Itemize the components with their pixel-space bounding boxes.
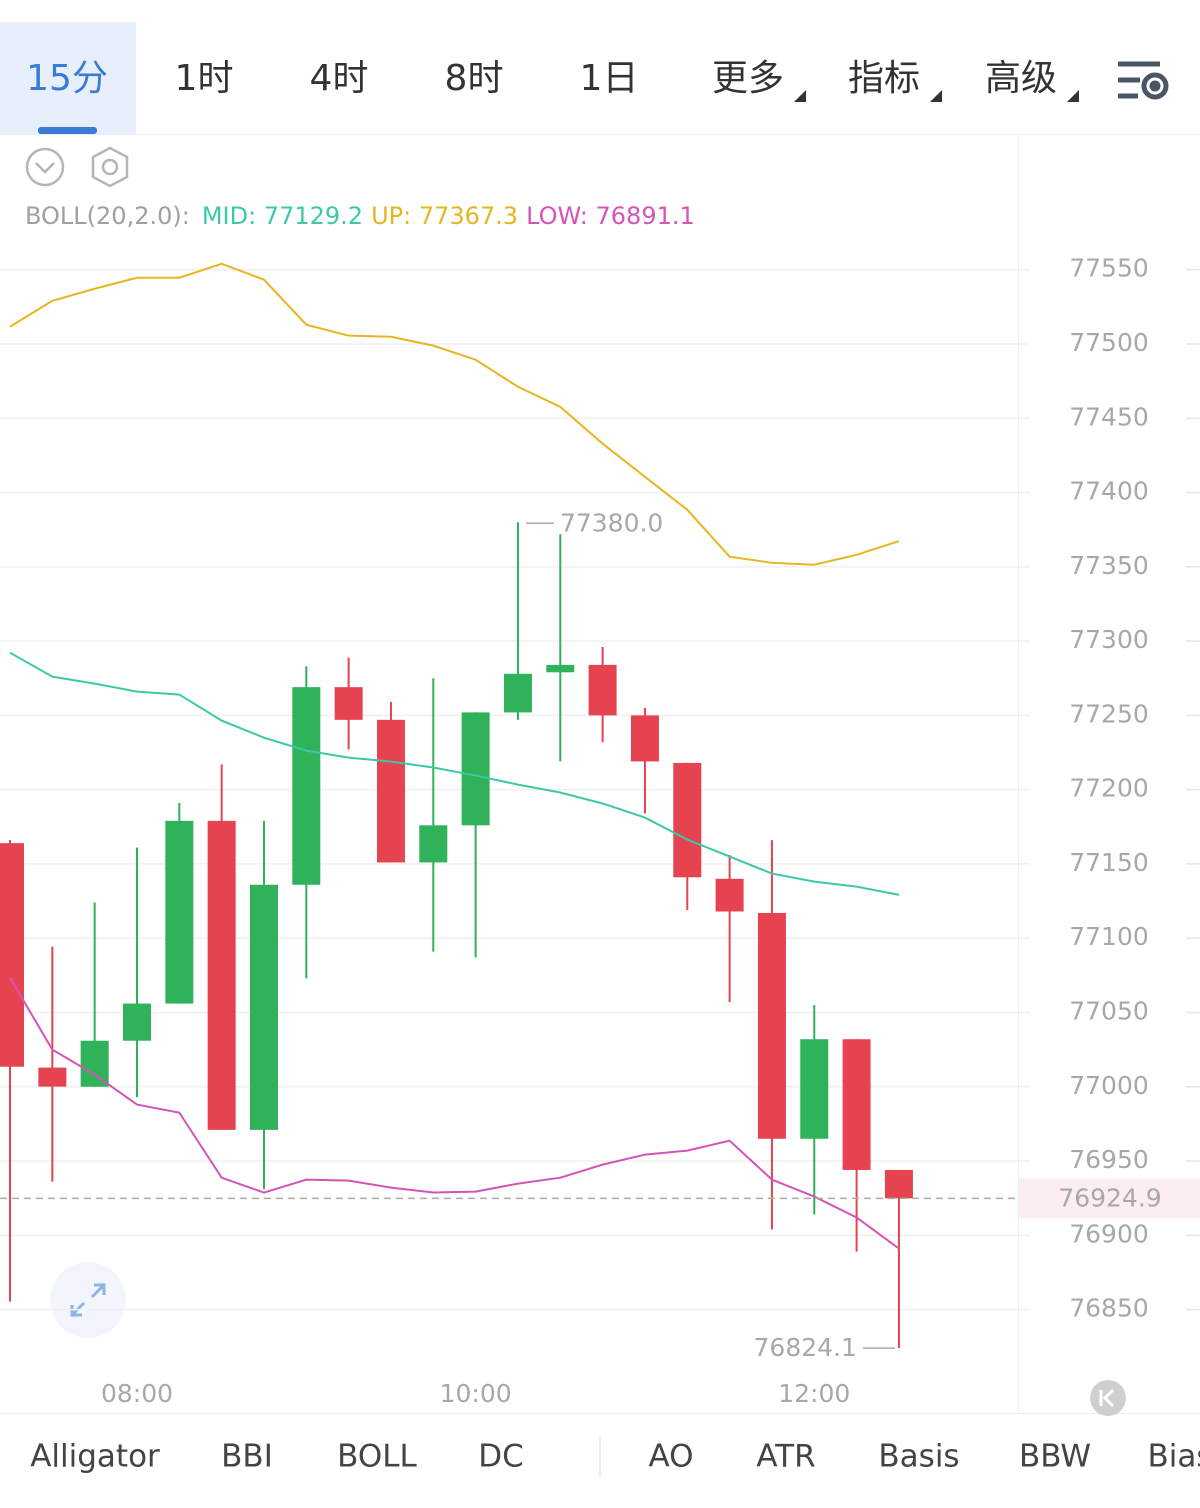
settings-hex-icon[interactable]	[91, 146, 129, 188]
x-tick-label: 10:00	[440, 1379, 512, 1408]
candle-body	[884, 1169, 913, 1199]
timeframe-tab[interactable]: 8时	[445, 58, 504, 99]
menu-arrow	[930, 90, 942, 102]
candle-body	[0, 843, 24, 1067]
timeframe-tab[interactable]: 1日	[580, 58, 639, 99]
candle-body	[630, 715, 659, 762]
candle-body	[207, 820, 236, 1130]
candle-body	[165, 820, 194, 1004]
expand-icon[interactable]	[50, 1262, 126, 1338]
y-tick-label: 77350	[1069, 551, 1149, 580]
y-tick-label: 77000	[1069, 1071, 1149, 1100]
candle-body	[80, 1040, 109, 1087]
y-tick-label: 77450	[1069, 402, 1149, 431]
indicator-tab[interactable]: BOLL	[337, 1439, 417, 1475]
candle-body	[757, 912, 786, 1139]
indicator-tab[interactable]: ATR	[756, 1439, 815, 1475]
y-tick-label: 76950	[1069, 1145, 1149, 1174]
x-tick-label: 12:00	[778, 1379, 850, 1408]
candle-body	[842, 1039, 871, 1170]
menu-tab[interactable]: 高级	[985, 58, 1057, 99]
y-tick-label: 77400	[1069, 477, 1149, 506]
candle-body	[334, 687, 363, 720]
menu-tab[interactable]: 指标	[848, 58, 920, 99]
indicator-tab[interactable]: Alligator	[30, 1439, 160, 1475]
y-tick-label: 76900	[1069, 1219, 1149, 1248]
y-tick-label: 77550	[1069, 254, 1149, 283]
extreme-label: 76824.1	[754, 1333, 857, 1362]
collapse-icon[interactable]	[25, 147, 65, 187]
candle-body	[122, 1003, 151, 1041]
selected-tab-bg	[0, 22, 136, 134]
candle-body	[673, 762, 702, 878]
timeframe-tab[interactable]: 4时	[310, 58, 369, 99]
extreme-label: 77380.0	[560, 508, 663, 537]
reset-icon[interactable]	[1090, 1380, 1126, 1416]
indicator-label: BOLL(20,2.0):	[25, 202, 190, 230]
legend-entry: MID: 77129.2	[202, 202, 363, 230]
boll-line	[9, 977, 900, 1250]
menu-arrow	[794, 90, 806, 102]
candle-body	[546, 664, 575, 673]
candle-body	[376, 719, 405, 863]
selected-tab-underline	[38, 127, 97, 134]
y-tick-label: 77300	[1069, 625, 1149, 654]
candle-body	[503, 673, 532, 713]
candle-body	[292, 687, 321, 885]
y-tick-label: 77500	[1069, 328, 1149, 357]
candle-body	[461, 712, 490, 826]
indicator-tab[interactable]: BBI	[221, 1439, 273, 1475]
y-tick-label: 77150	[1069, 848, 1149, 877]
y-tick-label: 77100	[1069, 922, 1149, 951]
indicator-tab[interactable]: DC	[478, 1439, 524, 1475]
candle-body	[419, 825, 448, 863]
candle-body	[715, 878, 744, 912]
candle-body	[38, 1067, 67, 1087]
candle-body	[588, 664, 617, 716]
settings-icon[interactable]	[1118, 61, 1169, 100]
last-price-label: 76924.9	[1058, 1183, 1161, 1212]
y-tick-label: 76850	[1069, 1294, 1149, 1323]
candle-body	[249, 884, 278, 1130]
indicator-tab[interactable]: AO	[648, 1439, 693, 1475]
menu-arrow	[1067, 90, 1079, 102]
y-tick-label: 77200	[1069, 774, 1149, 803]
timeframe-tab[interactable]: 1时	[175, 58, 234, 99]
legend: BOLL(20,2.0): MID: 77129.2 UP: 77367.3 LOW:…	[25, 202, 695, 230]
last-price-box	[1019, 1178, 1200, 1219]
y-tick-label: 77250	[1069, 699, 1149, 728]
indicator-tab[interactable]: Bias	[1147, 1439, 1200, 1475]
indicator-tab[interactable]: Basis	[878, 1439, 959, 1475]
y-tick-label: 77050	[1069, 996, 1149, 1025]
menu-tab[interactable]: 更多	[712, 58, 784, 99]
x-tick-label: 08:00	[101, 1379, 173, 1408]
timeframe-tab[interactable]: 15分	[26, 58, 108, 99]
candle-body	[800, 1039, 829, 1139]
boll-line	[9, 651, 900, 896]
boll-line	[9, 262, 900, 566]
legend-entry: UP: 77367.3	[371, 202, 518, 230]
indicator-tab[interactable]: BBW	[1019, 1439, 1091, 1475]
legend-entry: LOW: 76891.1	[526, 202, 695, 230]
